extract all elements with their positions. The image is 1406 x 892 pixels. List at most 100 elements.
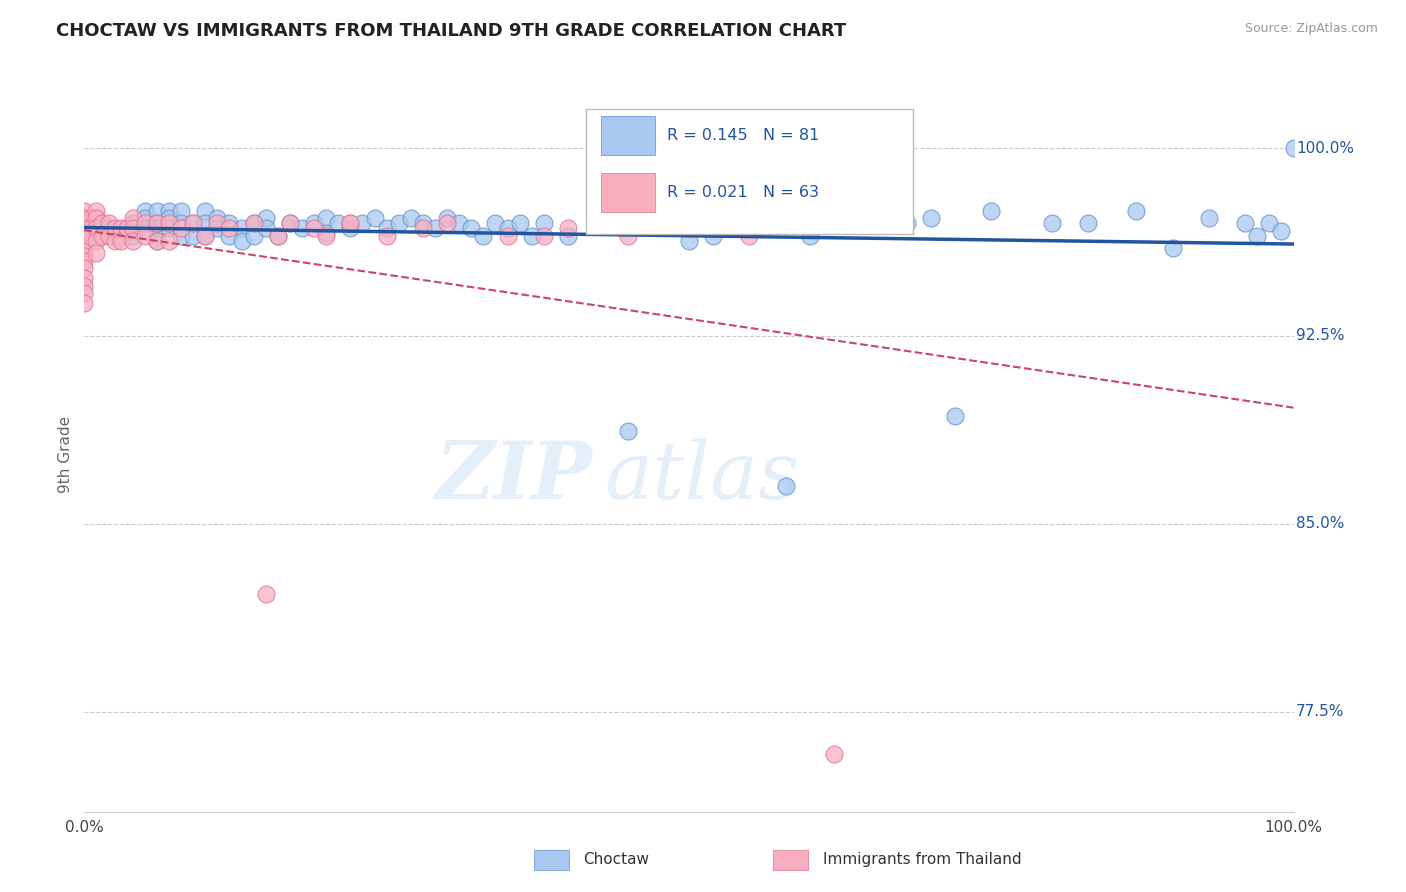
Point <box>302 216 325 230</box>
FancyBboxPatch shape <box>600 173 655 212</box>
Point <box>146 234 169 248</box>
Point <box>134 211 156 226</box>
Point <box>278 216 301 230</box>
Point <box>496 221 519 235</box>
Point <box>218 228 240 243</box>
FancyBboxPatch shape <box>586 109 912 234</box>
Point <box>157 234 180 248</box>
Point <box>775 479 797 493</box>
Point <box>484 216 506 230</box>
Point <box>1234 216 1257 230</box>
Point <box>315 228 337 243</box>
Point <box>79 228 101 243</box>
Point <box>73 286 96 301</box>
Point <box>79 211 101 226</box>
Point <box>146 203 169 218</box>
Point <box>533 216 555 230</box>
Point <box>557 221 579 235</box>
Point <box>170 203 193 218</box>
Point <box>146 216 169 230</box>
Point <box>449 216 471 230</box>
Point <box>218 221 240 235</box>
Point <box>104 234 127 248</box>
Point <box>86 203 108 218</box>
Point <box>134 221 156 235</box>
Point <box>267 228 290 243</box>
Point <box>91 228 114 243</box>
Point <box>146 221 169 235</box>
Point <box>110 234 132 248</box>
Point <box>170 221 193 235</box>
Point <box>823 747 845 761</box>
Point <box>73 216 96 230</box>
Point <box>231 234 253 248</box>
Point <box>170 216 193 230</box>
Point <box>121 221 143 235</box>
Point <box>412 216 434 230</box>
Point <box>73 228 96 243</box>
Point <box>328 216 350 230</box>
Point <box>157 221 180 235</box>
Point <box>134 216 156 230</box>
Point <box>73 253 96 268</box>
Point <box>146 234 169 248</box>
Point <box>339 216 361 230</box>
Point <box>79 221 101 235</box>
Point <box>73 241 96 255</box>
Point <box>86 234 108 248</box>
Point <box>170 228 193 243</box>
Text: R = 0.145   N = 81: R = 0.145 N = 81 <box>668 128 820 143</box>
Point <box>134 203 156 218</box>
Point <box>678 221 700 235</box>
Point <box>110 221 132 235</box>
Text: 85.0%: 85.0% <box>1296 516 1344 532</box>
Point <box>617 424 640 438</box>
Point <box>1282 141 1305 155</box>
Point <box>315 211 337 226</box>
Point <box>242 216 264 230</box>
Point <box>1125 203 1147 218</box>
FancyBboxPatch shape <box>600 116 655 155</box>
Point <box>1161 241 1184 255</box>
Point <box>254 587 277 601</box>
Point <box>146 216 169 230</box>
Point <box>207 221 229 235</box>
Point <box>73 279 96 293</box>
Point <box>617 228 640 243</box>
Text: ZIP: ZIP <box>436 438 592 515</box>
Point <box>121 216 143 230</box>
Point <box>86 211 108 226</box>
Point <box>157 216 180 230</box>
Point <box>73 211 96 226</box>
Point <box>86 221 108 235</box>
Point <box>254 221 277 235</box>
Point <box>97 216 120 230</box>
Point <box>242 228 264 243</box>
Point <box>194 228 217 243</box>
Point <box>859 216 882 230</box>
Point <box>121 211 143 226</box>
Y-axis label: 9th Grade: 9th Grade <box>58 417 73 493</box>
Text: atlas: atlas <box>605 438 800 515</box>
Point <box>121 228 143 243</box>
Point <box>702 228 724 243</box>
Text: 100.0%: 100.0% <box>1296 141 1354 156</box>
Text: CHOCTAW VS IMMIGRANTS FROM THAILAND 9TH GRADE CORRELATION CHART: CHOCTAW VS IMMIGRANTS FROM THAILAND 9TH … <box>56 22 846 40</box>
Point <box>388 216 411 230</box>
Text: 77.5%: 77.5% <box>1296 704 1344 719</box>
Point <box>1077 216 1099 230</box>
Point <box>267 228 290 243</box>
Point <box>207 211 229 226</box>
Point <box>678 234 700 248</box>
Point <box>835 216 858 230</box>
Point <box>302 221 325 235</box>
Point <box>520 228 543 243</box>
Point <box>73 203 96 218</box>
Point <box>533 228 555 243</box>
Point <box>73 249 96 263</box>
Point <box>194 216 217 230</box>
Point <box>943 409 966 423</box>
Point <box>73 296 96 310</box>
Text: 92.5%: 92.5% <box>1296 328 1344 343</box>
Point <box>593 216 616 230</box>
